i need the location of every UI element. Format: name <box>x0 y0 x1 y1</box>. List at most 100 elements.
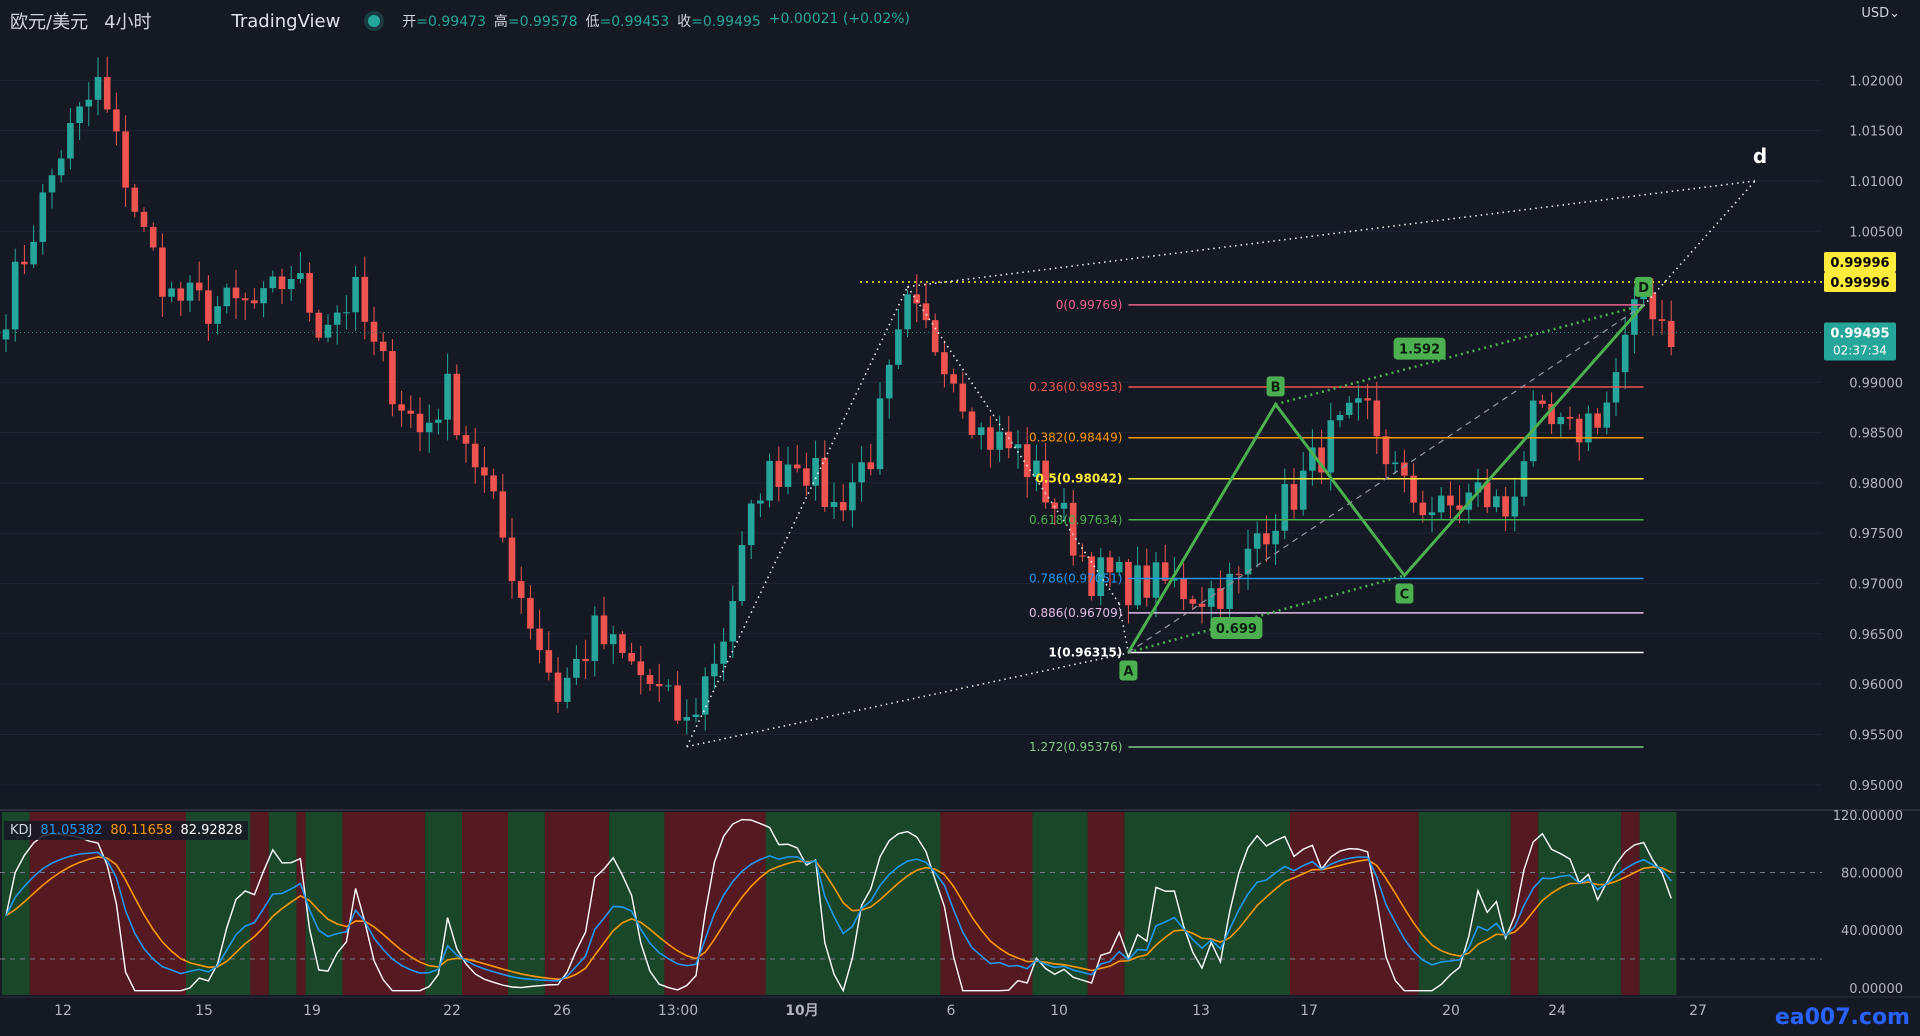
candle-up <box>260 288 267 304</box>
pattern-dotted-line <box>1643 180 1756 307</box>
harmonic-ratio-label: 0.699 <box>1216 622 1257 637</box>
candle-down <box>398 404 405 411</box>
candle-up <box>1171 577 1178 581</box>
candle-down <box>1658 319 1666 321</box>
candle-up <box>876 398 884 470</box>
candle-down <box>637 661 645 676</box>
candle-up <box>1033 460 1040 478</box>
price-axis-tick: 0.95500 <box>1849 729 1903 744</box>
price-axis-panel <box>1822 0 1920 1036</box>
kdj-k-value: 81.05382 <box>40 823 103 838</box>
high-label: 高 <box>493 14 508 30</box>
harmonic-ad-line <box>1128 304 1644 654</box>
candle-up <box>30 241 37 265</box>
candle-down <box>1667 320 1675 348</box>
candle-up <box>287 279 295 290</box>
currency-selector[interactable]: USD⌄ <box>1861 6 1900 21</box>
candle-up <box>1391 462 1399 465</box>
harmonic-point-label: B <box>1271 380 1281 395</box>
candle-down <box>508 537 516 582</box>
chevron-down-icon: ⌄ <box>1889 6 1900 21</box>
timeframe-label[interactable]: 4小时 <box>104 12 152 33</box>
kdj-zone <box>2 812 30 995</box>
symbol-label[interactable]: 欧元/美元 <box>10 12 89 33</box>
candle-down <box>241 298 249 301</box>
kdj-zone <box>268 812 297 995</box>
candle-down <box>793 464 801 469</box>
candle-up <box>1345 402 1353 415</box>
candle-down <box>1051 502 1059 509</box>
candle-up <box>269 276 277 289</box>
candle-up <box>1281 484 1289 531</box>
time-axis-tick: 27 <box>1689 1003 1707 1019</box>
candle-up <box>324 324 332 338</box>
candle-up <box>333 312 341 325</box>
fib-level-label: 0.5(0.98042) <box>1036 472 1123 486</box>
candle-down <box>987 427 994 450</box>
kdj-j-value: 82.92828 <box>180 823 243 838</box>
kdj-axis-tick: 120.00000 <box>1833 809 1903 824</box>
candle-up <box>1014 444 1022 449</box>
harmonic-point-marker <box>1395 583 1414 604</box>
candle-up <box>747 503 755 546</box>
time-axis-tick: 13 <box>1192 1003 1210 1019</box>
candle-up <box>1428 512 1436 516</box>
candle-down <box>140 211 148 227</box>
candle-up <box>186 282 194 301</box>
candle-down <box>1419 502 1427 516</box>
candle-up <box>1152 562 1160 598</box>
candle-down <box>1143 565 1151 598</box>
candle-down <box>122 131 129 188</box>
candle-down <box>646 675 654 684</box>
candle-up <box>1437 495 1445 513</box>
candle-up <box>1244 548 1252 575</box>
candle-down <box>1023 444 1031 478</box>
open-value: =0.99473 <box>416 14 486 30</box>
candle-down <box>600 615 608 645</box>
candle-down <box>1575 418 1583 443</box>
candle-up <box>297 273 304 280</box>
kdj-zone <box>1621 812 1640 995</box>
candle-up <box>701 676 709 715</box>
candle-up <box>711 663 718 677</box>
kdj-zone <box>305 812 343 995</box>
candle-down <box>1649 292 1657 320</box>
candle-down <box>527 597 534 629</box>
candle-up <box>343 312 350 314</box>
candle-down <box>113 109 120 132</box>
candle-down <box>1373 400 1381 437</box>
candle-down <box>1318 447 1325 473</box>
candle-down <box>416 413 424 433</box>
market-status-icon <box>368 15 381 27</box>
kdj-axis-tick: 0.00000 <box>1849 982 1903 997</box>
harmonic-point-label: A <box>1123 665 1133 680</box>
candle-down <box>1217 588 1224 609</box>
price-tag <box>1824 252 1896 273</box>
candle-up <box>435 419 442 423</box>
candle-down <box>131 187 139 212</box>
chart-header: 欧元/美元 4小时 TradingView 开=0.99473 高=0.9957… <box>10 8 910 34</box>
candle-down <box>536 628 543 651</box>
kdj-zone <box>544 812 610 995</box>
candle-down <box>462 435 470 444</box>
kdj-legend[interactable]: KDJ 81.05382 80.11658 82.92828 <box>4 821 249 840</box>
candle-down <box>922 303 930 321</box>
harmonic-point-marker <box>1119 660 1138 681</box>
price-tag-value: 0.99996 <box>1830 276 1889 291</box>
candle-up <box>904 294 911 330</box>
candle-down <box>195 282 203 291</box>
candle-up <box>784 464 792 487</box>
kdj-k-line <box>5 851 1672 982</box>
candle-down <box>1290 484 1298 510</box>
kdj-zone <box>765 812 941 995</box>
price-axis-tick: 0.95000 <box>1849 779 1903 794</box>
candle-up <box>720 641 727 664</box>
candle-down <box>1106 557 1114 573</box>
candle-down <box>1410 475 1417 503</box>
candle-up <box>352 276 359 313</box>
candle-up <box>1336 414 1344 421</box>
candle-up <box>849 482 856 511</box>
pattern-dotted-line <box>686 652 1129 748</box>
pattern-d-label: d <box>1753 144 1767 168</box>
